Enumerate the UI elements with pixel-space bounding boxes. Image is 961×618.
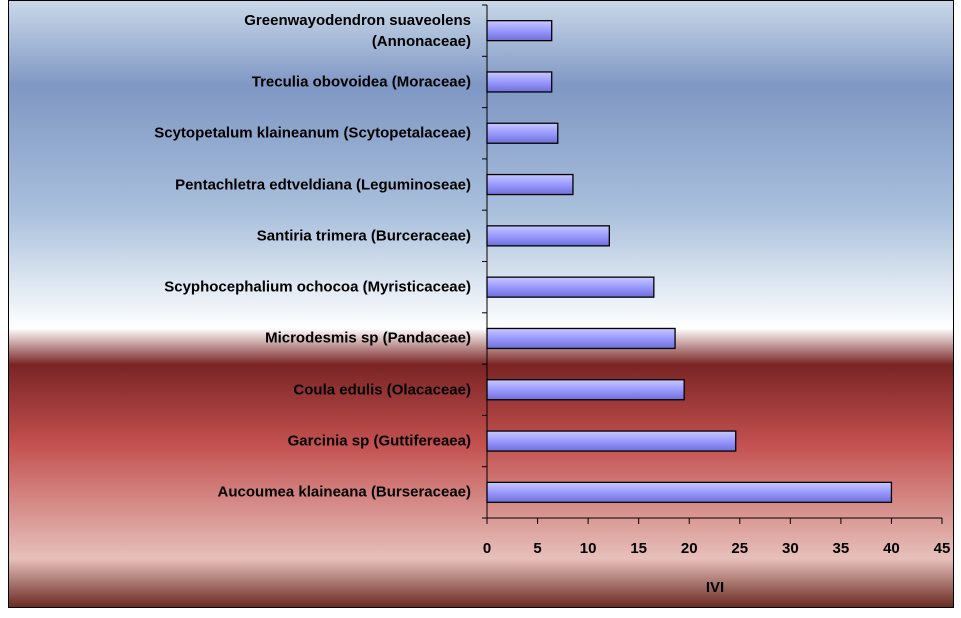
y-tick-label: Santiria trimera (Burceraceae) xyxy=(256,227,471,245)
bar xyxy=(486,481,893,504)
x-tick-label: 25 xyxy=(731,540,748,557)
x-tick-label: 0 xyxy=(483,540,491,557)
x-axis-title: IVI xyxy=(706,579,724,596)
chart-background xyxy=(8,0,954,608)
x-tick-label: 45 xyxy=(934,540,951,557)
x-tick-label: 20 xyxy=(681,540,698,557)
bar xyxy=(486,173,574,196)
y-tick-label: Treculia obovoidea (Moraceae) xyxy=(251,73,471,91)
bar xyxy=(486,430,737,452)
bar xyxy=(486,276,655,298)
y-tick-label: Scytopetalum klaineanum (Scytopetalaceae… xyxy=(154,124,471,142)
bar xyxy=(486,19,553,42)
x-tick-label: 35 xyxy=(833,540,850,557)
y-tick-label: Microdesmis sp (Pandaceae) xyxy=(265,329,471,347)
y-tick-label: Pentachletra edtveldiana (Leguminoseae) xyxy=(175,176,471,194)
y-tick-label: Garcinia sp (Guttifereaea) xyxy=(287,432,471,450)
bar xyxy=(486,71,553,93)
x-tick-label: 40 xyxy=(883,540,900,557)
bar xyxy=(486,122,559,144)
x-tick-label: 10 xyxy=(580,540,597,557)
y-tick-label: Aucoumea klaineana (Burseraceae) xyxy=(217,483,471,501)
bar xyxy=(486,327,676,350)
bar xyxy=(486,225,610,247)
x-tick-label: 5 xyxy=(533,540,541,557)
y-tick-label: Greenwayodendron suaveolens (Annonaceae) xyxy=(244,11,471,50)
bar xyxy=(486,379,685,401)
x-tick-label: 15 xyxy=(630,540,647,557)
y-tick-label: Coula edulis (Olacaceae) xyxy=(293,381,471,399)
y-tick-label: Scyphocephalium ochocoa (Myristicaceae) xyxy=(164,278,471,296)
x-tick-label: 30 xyxy=(782,540,799,557)
